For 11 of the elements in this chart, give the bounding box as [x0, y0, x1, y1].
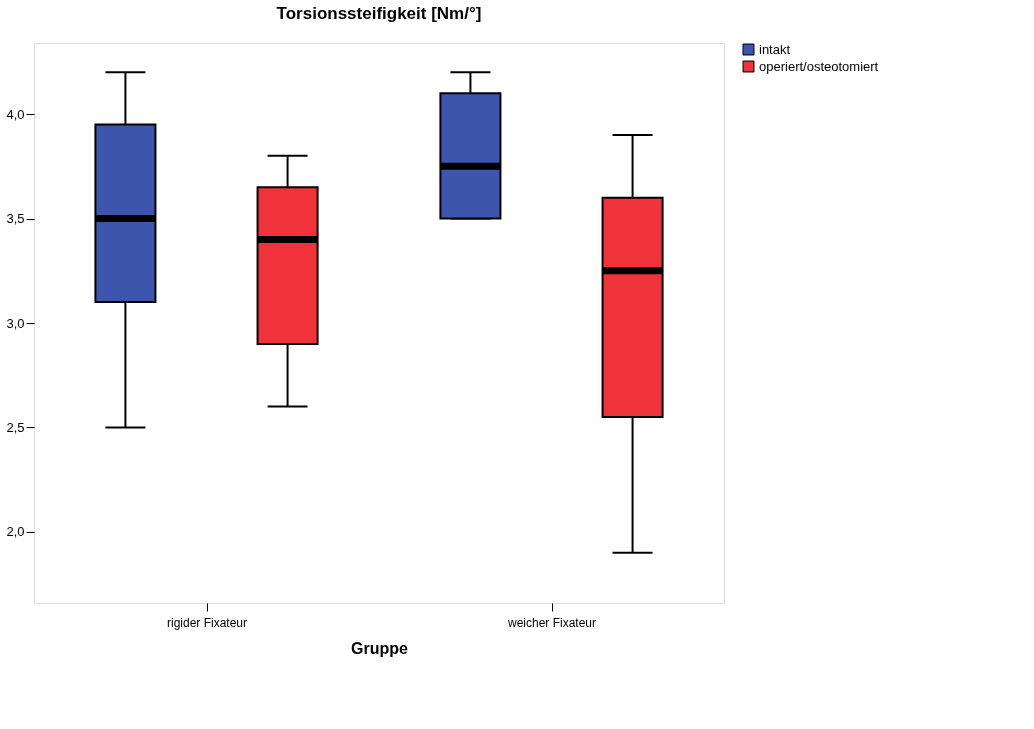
chart-title: Torsionssteifigkeit [Nm/°] — [276, 4, 482, 23]
x-tick-label: weicher Fixateur — [506, 615, 597, 630]
legend-label: operiert/osteotomiert — [759, 58, 879, 74]
x-axis-title: Gruppe — [351, 639, 409, 657]
x-tick-label: rigider Fixateur — [166, 615, 248, 630]
legend-label: intakt — [759, 41, 791, 57]
y-tick-label: 2,5 — [6, 419, 25, 435]
y-tick-label: 3,5 — [6, 211, 25, 227]
y-tick-label: 2,0 — [6, 524, 25, 540]
y-tick-label: 3,0 — [6, 315, 25, 331]
y-tick-label: 4,0 — [6, 106, 25, 122]
